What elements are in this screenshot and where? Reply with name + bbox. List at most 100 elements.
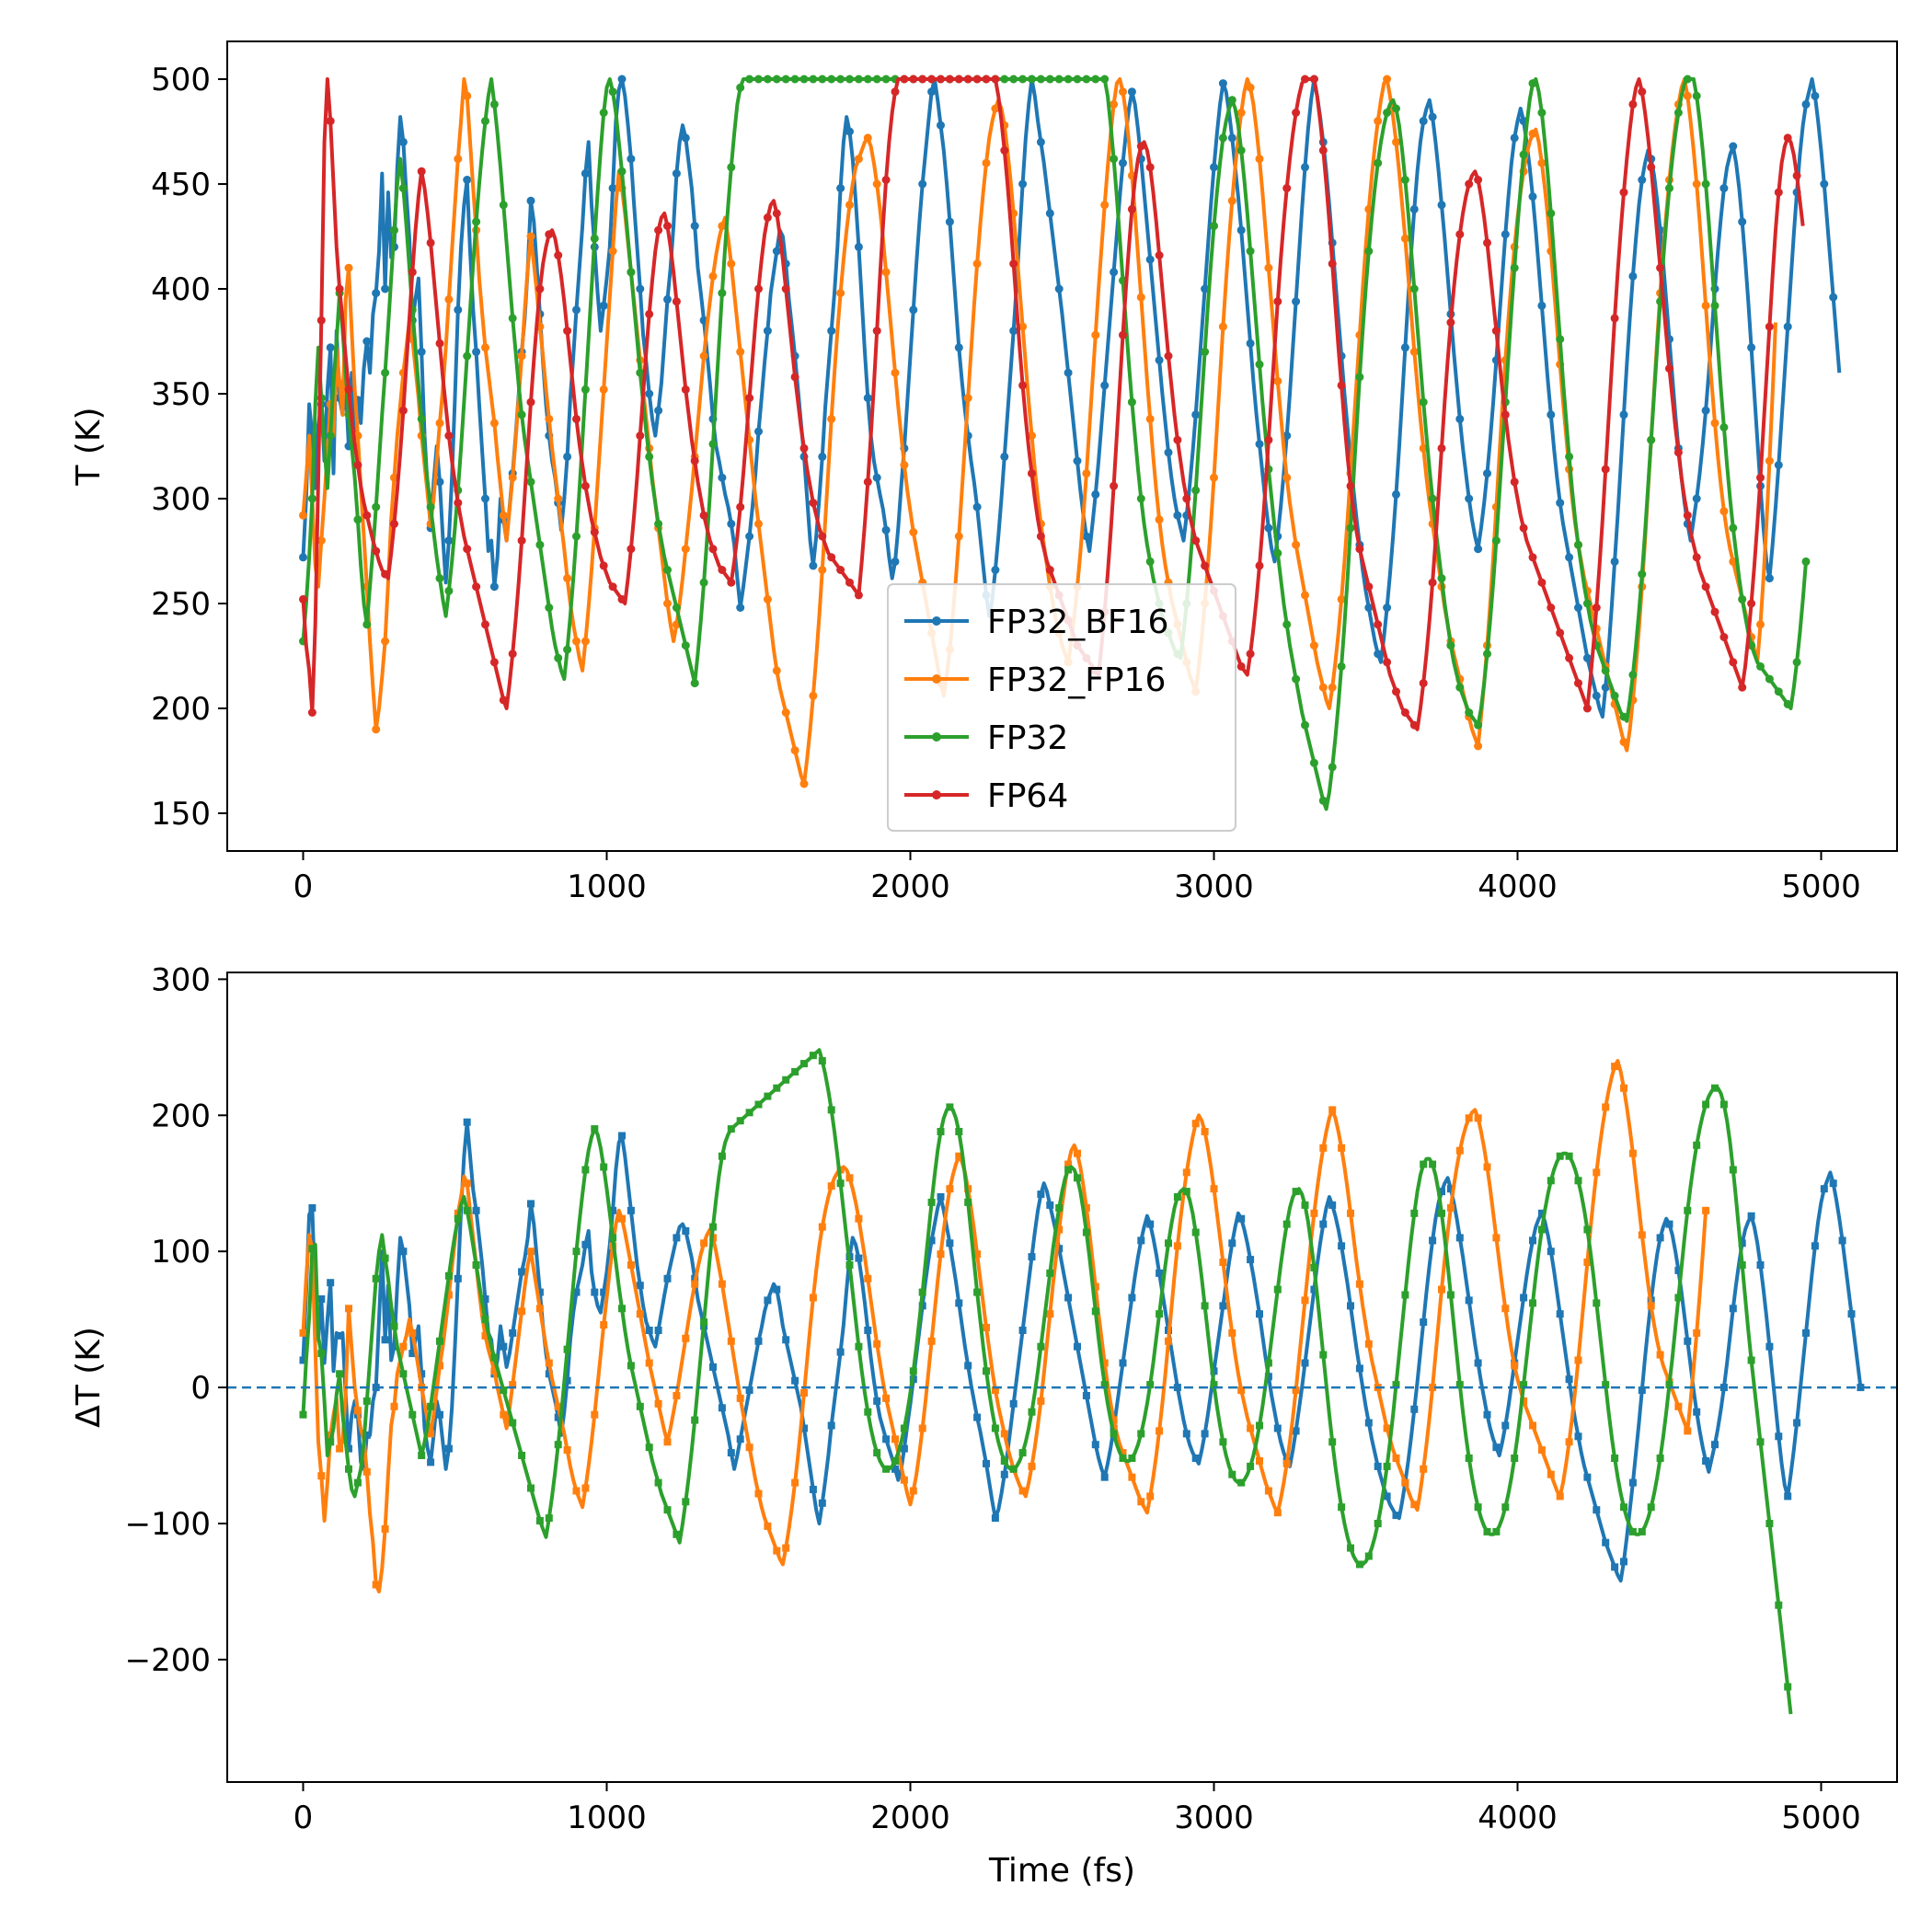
data-point: [336, 1370, 344, 1378]
data-point: [1128, 1294, 1136, 1302]
data-point: [618, 1214, 626, 1223]
data-point: [991, 1386, 999, 1395]
data-point: [663, 1274, 672, 1282]
data-point: [764, 1092, 772, 1100]
data-point: [1392, 1512, 1400, 1520]
data-point: [1055, 1203, 1064, 1212]
data-point: [1028, 431, 1036, 441]
data-point: [636, 1402, 644, 1410]
data-point: [1301, 1296, 1309, 1305]
data-point: [818, 452, 827, 461]
data-point: [1292, 1386, 1300, 1395]
legend-label: FP32_FP16: [987, 661, 1166, 699]
data-point: [927, 75, 937, 84]
data-point: [1237, 1214, 1246, 1223]
data-point: [599, 561, 608, 570]
legend-item-fp32-bf16: FP32_BF16: [904, 604, 1168, 641]
data-point: [326, 431, 335, 441]
data-point: [1593, 1168, 1601, 1177]
data-point: [672, 297, 681, 306]
data-point: [983, 1459, 990, 1467]
data-point: [1692, 91, 1701, 100]
data-point: [1465, 1296, 1473, 1305]
data-point: [863, 133, 872, 143]
data-point: [1783, 322, 1792, 331]
data-point: [1392, 1455, 1400, 1462]
data-point: [1182, 494, 1191, 503]
data-point: [1702, 1457, 1710, 1465]
data-point: [1136, 142, 1145, 151]
data-point: [1857, 1384, 1865, 1392]
data-point: [481, 494, 489, 503]
data-point: [955, 1152, 963, 1160]
data-point: [727, 1125, 735, 1133]
data-point: [1219, 1259, 1227, 1266]
data-point: [782, 1336, 790, 1344]
data-point: [1255, 440, 1264, 449]
data-point: [1693, 1141, 1701, 1149]
data-point: [1574, 1356, 1582, 1364]
data-point: [518, 1268, 526, 1276]
data-point: [955, 1299, 963, 1307]
data-point: [1628, 99, 1638, 109]
data-point: [781, 75, 790, 84]
y-tick-label: 200: [151, 691, 211, 728]
data-point: [627, 155, 636, 164]
data-point: [809, 561, 818, 570]
data-point: [1301, 75, 1309, 84]
data-point: [463, 176, 472, 184]
data-point: [1337, 661, 1346, 671]
data-point: [581, 385, 590, 394]
data-point: [1556, 335, 1565, 344]
temperature-x-ticks: 0 1000 2000 3000 4000 5000: [293, 851, 1861, 905]
data-point: [1665, 1381, 1673, 1389]
data-point: [790, 75, 799, 84]
data-point: [1328, 1106, 1337, 1114]
data-point: [764, 1296, 772, 1305]
data-point: [855, 1342, 863, 1351]
data-point: [418, 1452, 426, 1459]
data-point: [1620, 1503, 1627, 1512]
data-point: [1510, 263, 1519, 272]
data-point: [1783, 699, 1792, 708]
data-point: [600, 1321, 608, 1329]
data-point: [1309, 75, 1318, 84]
x-tick-label: 2000: [870, 1800, 950, 1836]
data-point: [344, 385, 353, 394]
data-point: [918, 1424, 926, 1432]
x-tick-label: 1000: [567, 868, 647, 905]
data-point: [481, 1316, 489, 1324]
data-point: [1620, 1558, 1627, 1566]
data-point: [444, 1444, 453, 1453]
data-point: [1145, 557, 1155, 566]
data-point: [645, 1327, 653, 1334]
data-point: [763, 594, 772, 604]
data-point: [991, 1424, 999, 1432]
data-point: [708, 545, 718, 554]
data-point: [1228, 1328, 1236, 1337]
data-point: [609, 1234, 617, 1242]
data-point: [518, 1452, 526, 1459]
data-point: [398, 184, 408, 193]
data-point: [1119, 330, 1127, 339]
data-point: [972, 502, 982, 512]
data-point: [1082, 1392, 1090, 1399]
data-point: [299, 511, 307, 520]
data-point: [1127, 397, 1136, 407]
x-tick-label: 2000: [870, 868, 950, 905]
data-point: [335, 284, 344, 293]
data-point: [1528, 79, 1537, 88]
data-point: [836, 75, 845, 84]
data-point: [1055, 1225, 1064, 1234]
data-point: [599, 109, 608, 117]
data-point: [891, 87, 900, 97]
data-point: [481, 620, 489, 629]
data-point: [1511, 1455, 1519, 1462]
data-point: [1292, 1188, 1300, 1196]
data-point: [1582, 599, 1592, 608]
data-point: [790, 746, 799, 755]
data-point: [1082, 75, 1091, 84]
data-point: [772, 209, 781, 218]
data-point: [1400, 234, 1409, 243]
data-point: [691, 1280, 699, 1288]
